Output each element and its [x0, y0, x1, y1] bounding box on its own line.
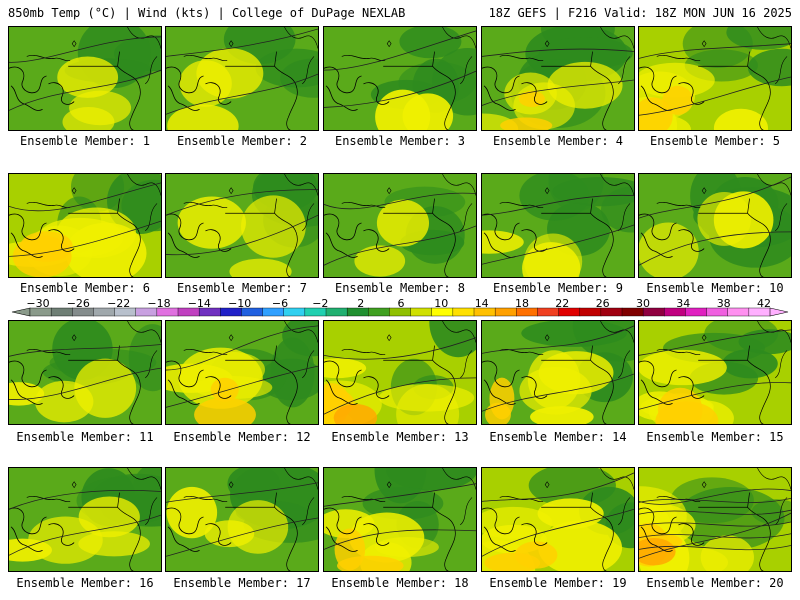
colorbar-tick-label: 6	[397, 297, 405, 310]
colorbar-tick-label: −6	[271, 297, 289, 310]
colorbar-tick-label: −30	[26, 297, 50, 310]
ensemble-member-map	[8, 320, 162, 425]
colorbar-tick-label: −2	[312, 297, 329, 310]
ensemble-member-map	[8, 467, 162, 572]
colorbar-tick-label: 18	[515, 297, 529, 310]
colorbar-segment	[494, 307, 517, 317]
colorbar-tick-label: 38	[716, 297, 731, 310]
colorbar-segment	[368, 307, 390, 317]
colorbar-tick-label: 22	[555, 297, 570, 310]
ensemble-member-label: Ensemble Member: 17	[173, 576, 311, 590]
ensemble-member-map	[481, 467, 635, 572]
ensemble-member-map	[165, 26, 319, 131]
ensemble-member-map	[638, 26, 792, 131]
ensemble-member-label: Ensemble Member: 1	[19, 134, 151, 148]
ensemble-member-map	[481, 173, 635, 278]
ensemble-member-label: Ensemble Member: 10	[646, 281, 784, 295]
ensemble-member-map	[8, 26, 162, 131]
ensemble-member-label: Ensemble Member: 4	[492, 134, 624, 148]
ensemble-member-map	[8, 173, 162, 278]
colorbar-segment	[410, 307, 433, 317]
ensemble-member-map	[165, 320, 319, 425]
ensemble-member-label: Ensemble Member: 13	[331, 430, 469, 444]
ensemble-member-map	[323, 467, 477, 572]
ensemble-member-label: Ensemble Member: 15	[646, 430, 784, 444]
colorbar-tick-label: 14	[474, 297, 489, 310]
colorbar-segment	[452, 307, 475, 317]
ensemble-member-map	[165, 467, 319, 572]
ensemble-member-label: Ensemble Member: 18	[331, 576, 469, 590]
ensemble-member-label: Ensemble Member: 2	[176, 134, 308, 148]
ensemble-member-map	[481, 26, 635, 131]
temperature-colorbar	[11, 307, 789, 317]
ensemble-member-map	[323, 173, 477, 278]
colorbar-segment	[325, 307, 348, 317]
colorbar-tick-label: −10	[228, 297, 252, 310]
colorbar-tick-label: 42	[757, 297, 771, 310]
colorbar-tick-label: −18	[147, 297, 171, 310]
ensemble-member-label: Ensemble Member: 9	[492, 281, 624, 295]
colorbar-tick-label: 2	[357, 297, 365, 310]
ensemble-member-label: Ensemble Member: 20	[646, 576, 784, 590]
ensemble-member-label: Ensemble Member: 5	[649, 134, 781, 148]
colorbar-tick-label: 30	[636, 297, 650, 310]
ensemble-member-label: Ensemble Member: 16	[16, 576, 154, 590]
ensemble-member-label: Ensemble Member: 8	[334, 281, 466, 295]
ensemble-member-map	[638, 173, 792, 278]
ensemble-member-label: Ensemble Member: 6	[19, 281, 151, 295]
header-run-info: 18Z GEFS | F216 Valid: 18Z MON JUN 16 20…	[488, 6, 792, 20]
ensemble-member-label: Ensemble Member: 12	[173, 430, 311, 444]
ensemble-member-label: Ensemble Member: 3	[334, 134, 466, 148]
colorbar-tick-label: 34	[676, 297, 691, 310]
ensemble-member-map	[165, 173, 319, 278]
colorbar-tick-label: −14	[187, 297, 211, 310]
header-title: 850mb Temp (°C) | Wind (kts) | College o…	[8, 6, 406, 20]
ensemble-member-map	[638, 467, 792, 572]
ensemble-member-label: Ensemble Member: 19	[489, 576, 627, 590]
ensemble-member-map	[323, 320, 477, 425]
colorbar-tick-label: −22	[107, 297, 131, 310]
ensemble-member-label: Ensemble Member: 11	[16, 430, 154, 444]
colorbar-right-arrow	[769, 307, 789, 317]
colorbar-tick-label: 10	[434, 297, 449, 310]
ensemble-member-map	[481, 320, 635, 425]
ensemble-member-label: Ensemble Member: 14	[489, 430, 627, 444]
ensemble-member-label: Ensemble Member: 7	[176, 281, 308, 295]
ensemble-member-map	[638, 320, 792, 425]
colorbar-tick-label: −26	[66, 297, 90, 310]
ensemble-member-map	[323, 26, 477, 131]
colorbar-segment	[727, 307, 750, 317]
colorbar-tick-label: 26	[595, 297, 610, 310]
